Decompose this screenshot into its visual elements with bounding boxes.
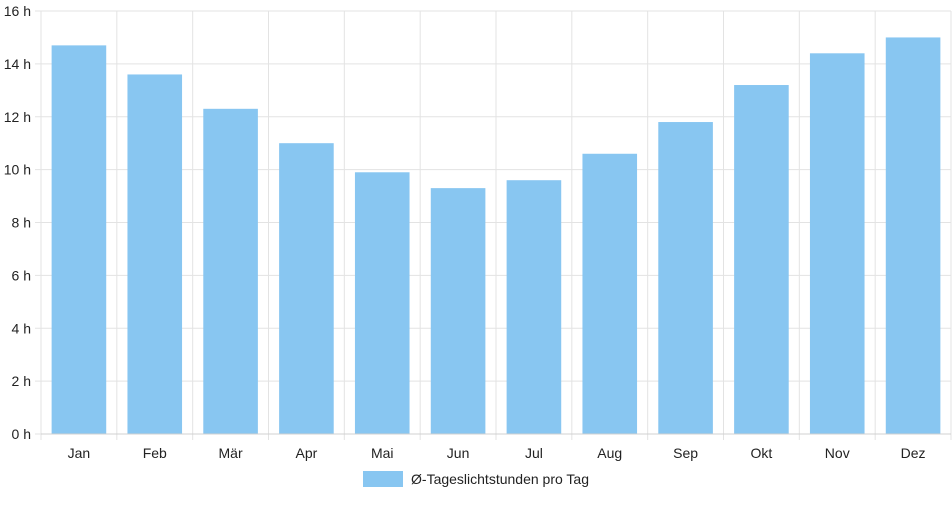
y-tick-label: 6 h — [12, 267, 31, 283]
x-tick-label: Okt — [751, 445, 773, 461]
y-tick-label: 0 h — [12, 426, 31, 442]
x-tick-label: Dez — [901, 445, 926, 461]
x-tick-label: Sep — [673, 445, 698, 461]
bar-sep[interactable] — [658, 122, 713, 434]
bar-mai[interactable] — [354, 172, 410, 435]
bar-feb[interactable] — [127, 74, 183, 434]
x-tick-label: Apr — [296, 445, 318, 461]
y-tick-label: 10 h — [4, 162, 31, 178]
y-tick-label: 14 h — [4, 56, 31, 72]
y-tick-label: 16 h — [4, 3, 31, 19]
bar-nov[interactable] — [809, 53, 865, 435]
chart-legend[interactable]: Ø-Tageslichtstunden pro Tag — [0, 471, 952, 487]
bar-aug[interactable] — [582, 153, 638, 434]
bar-okt[interactable] — [734, 85, 789, 435]
bar-mär[interactable] — [203, 108, 258, 434]
legend-label: Ø-Tageslichtstunden pro Tag — [411, 471, 589, 487]
x-tick-label: Aug — [597, 445, 622, 461]
y-tick-label: 8 h — [12, 215, 31, 231]
bar-jan[interactable] — [51, 45, 107, 435]
y-tick-label: 2 h — [12, 373, 31, 389]
grid-layer — [35, 10, 952, 440]
x-tick-label: Mai — [371, 445, 394, 461]
x-tick-label: Jun — [447, 445, 470, 461]
bar-apr[interactable] — [279, 143, 334, 434]
y-tick-label: 4 h — [12, 320, 31, 336]
x-tick-label: Feb — [143, 445, 167, 461]
x-tick-label: Nov — [825, 445, 850, 461]
bar-jun[interactable] — [430, 188, 486, 434]
x-tick-label: Jul — [525, 445, 543, 461]
legend-swatch — [363, 471, 404, 487]
bars-layer — [51, 37, 941, 435]
bar-dez[interactable] — [885, 37, 941, 434]
axis-layer: 0 h 2 h 4 h 6 h 8 h 10 h 12 h 14 h 16 h Jan Feb Mär… — [4, 3, 951, 461]
y-tick-label: 12 h — [4, 109, 31, 125]
x-tick-label: Jan — [68, 445, 91, 461]
bar-jul[interactable] — [506, 180, 562, 434]
x-tick-label: Mär — [219, 445, 243, 461]
